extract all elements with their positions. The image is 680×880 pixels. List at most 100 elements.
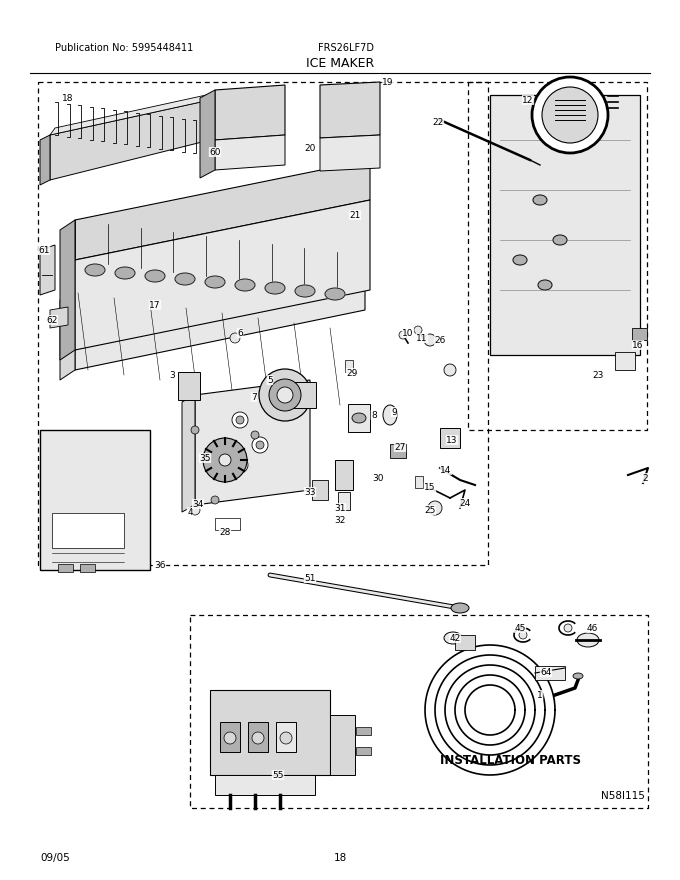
Text: 45: 45	[514, 624, 526, 633]
Circle shape	[532, 77, 608, 153]
Text: 20: 20	[305, 143, 316, 152]
Circle shape	[236, 461, 244, 469]
Polygon shape	[320, 135, 380, 171]
Bar	[356, 727, 371, 735]
Text: 36: 36	[154, 561, 166, 569]
Text: 30: 30	[372, 473, 384, 482]
Circle shape	[211, 496, 219, 504]
Bar	[338, 492, 350, 510]
Circle shape	[236, 416, 244, 424]
Text: 14: 14	[441, 466, 452, 474]
Text: 22: 22	[432, 118, 443, 127]
Bar	[40, 430, 150, 570]
Text: 2: 2	[642, 473, 648, 482]
Bar	[178, 372, 200, 400]
Bar	[345, 360, 353, 372]
Text: 26: 26	[435, 335, 445, 344]
Circle shape	[399, 331, 407, 339]
Text: 32: 32	[335, 516, 345, 524]
Bar	[220, 722, 240, 752]
Circle shape	[190, 505, 200, 515]
Text: FRS26LF7D: FRS26LF7D	[318, 43, 374, 53]
Circle shape	[256, 441, 264, 449]
Text: 09/05: 09/05	[40, 853, 70, 863]
Polygon shape	[215, 85, 285, 140]
Bar	[615, 352, 635, 370]
Circle shape	[191, 426, 199, 434]
Text: 61: 61	[38, 246, 50, 254]
Polygon shape	[215, 135, 285, 170]
Ellipse shape	[538, 280, 552, 290]
Circle shape	[564, 624, 572, 632]
Polygon shape	[50, 92, 220, 135]
Polygon shape	[50, 100, 210, 180]
Circle shape	[414, 326, 422, 334]
Text: 64: 64	[541, 668, 551, 677]
Ellipse shape	[533, 195, 547, 205]
Circle shape	[444, 364, 456, 376]
Text: 13: 13	[446, 436, 458, 444]
Polygon shape	[182, 395, 195, 512]
Circle shape	[424, 334, 436, 346]
Polygon shape	[75, 230, 365, 370]
Circle shape	[277, 387, 293, 403]
Polygon shape	[40, 245, 55, 295]
Ellipse shape	[573, 673, 583, 679]
Bar	[415, 476, 423, 488]
Text: 62: 62	[46, 316, 58, 325]
Ellipse shape	[513, 255, 527, 265]
Bar	[80, 564, 95, 572]
Ellipse shape	[383, 405, 397, 425]
Bar	[440, 428, 460, 448]
Bar	[215, 518, 240, 530]
Text: 15: 15	[424, 482, 436, 492]
Polygon shape	[320, 82, 380, 138]
Bar	[535, 666, 565, 680]
Text: 5: 5	[267, 376, 273, 385]
Bar	[455, 635, 475, 650]
Polygon shape	[50, 307, 68, 328]
Circle shape	[224, 732, 236, 744]
Text: 12: 12	[522, 96, 534, 105]
Polygon shape	[490, 95, 640, 355]
Text: 9: 9	[391, 407, 397, 416]
Text: 18: 18	[333, 853, 347, 863]
Text: 3: 3	[169, 370, 175, 379]
Ellipse shape	[444, 632, 462, 644]
Text: 21: 21	[350, 210, 360, 219]
Text: 27: 27	[394, 443, 406, 451]
Circle shape	[251, 431, 259, 439]
Bar	[330, 715, 355, 775]
Text: 17: 17	[149, 300, 160, 310]
Bar	[390, 444, 406, 458]
Text: 16: 16	[632, 341, 644, 349]
Text: 19: 19	[382, 77, 394, 86]
Bar	[490, 95, 640, 355]
Circle shape	[428, 501, 442, 515]
Ellipse shape	[295, 285, 315, 297]
Bar	[286, 382, 316, 408]
Ellipse shape	[553, 235, 567, 245]
Ellipse shape	[352, 413, 366, 423]
Circle shape	[219, 454, 231, 466]
Polygon shape	[60, 220, 75, 360]
Text: 55: 55	[272, 771, 284, 780]
Text: 23: 23	[592, 370, 604, 379]
Text: Publication No: 5995448411: Publication No: 5995448411	[55, 43, 193, 53]
Ellipse shape	[235, 279, 255, 291]
Ellipse shape	[577, 633, 599, 647]
Text: 6: 6	[237, 328, 243, 338]
Ellipse shape	[265, 282, 285, 294]
Circle shape	[259, 369, 311, 421]
Bar	[248, 722, 268, 752]
Text: 33: 33	[304, 488, 316, 496]
Circle shape	[280, 732, 292, 744]
Bar	[215, 775, 315, 795]
Ellipse shape	[451, 603, 469, 613]
Bar	[356, 747, 371, 755]
Ellipse shape	[145, 270, 165, 282]
Polygon shape	[75, 160, 370, 260]
Circle shape	[230, 333, 240, 343]
Text: 46: 46	[586, 624, 598, 633]
Circle shape	[519, 631, 527, 639]
